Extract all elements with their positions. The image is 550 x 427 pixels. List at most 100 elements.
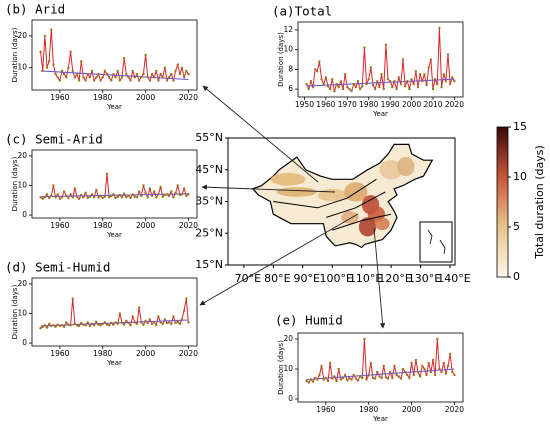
data-point	[73, 76, 77, 79]
data-point	[50, 324, 53, 328]
data-point	[313, 68, 317, 71]
data-point	[170, 190, 173, 193]
line-chart: (e) Humid Year Duration (days) 1960 1980 2000…	[275, 313, 464, 424]
data-point	[322, 378, 325, 381]
data-point	[152, 321, 156, 324]
data-point	[135, 322, 139, 326]
data-point	[140, 76, 143, 79]
data-point	[45, 66, 49, 69]
data-point	[71, 196, 74, 199]
data-point	[165, 193, 169, 196]
data-point	[65, 194, 68, 198]
data-point	[446, 364, 450, 368]
data-point	[103, 321, 107, 324]
data-point	[393, 364, 396, 368]
y-tick-label: 0	[22, 338, 27, 347]
data-point	[337, 85, 340, 89]
x-tick-label: 2020	[445, 100, 464, 109]
data-point	[311, 85, 315, 89]
trend-line	[40, 319, 189, 327]
data-point	[95, 320, 98, 323]
y-tick-label: 55°N	[195, 131, 223, 144]
data-point	[67, 196, 70, 200]
data-point	[56, 323, 59, 326]
data-point	[54, 72, 57, 76]
data-point	[131, 315, 134, 318]
data-point	[382, 364, 385, 368]
x-tick-label: 1960	[316, 100, 335, 109]
plot-area	[297, 21, 464, 98]
data-point	[56, 193, 59, 196]
data-point	[170, 72, 173, 76]
data-point	[142, 323, 145, 326]
data-point	[122, 192, 126, 195]
data-point	[378, 85, 381, 89]
data-point	[62, 325, 66, 328]
data-point	[429, 58, 433, 61]
data-point	[52, 184, 55, 187]
data-point	[163, 193, 167, 197]
data-point	[361, 376, 364, 380]
data-point	[388, 80, 392, 83]
y-tick-label: 20	[283, 334, 293, 343]
data-point	[92, 79, 96, 82]
data-point	[69, 50, 72, 54]
data-point	[448, 352, 452, 356]
data-point	[95, 188, 98, 192]
data-point	[86, 321, 89, 324]
data-point	[47, 60, 51, 63]
data-point	[358, 375, 362, 378]
duration-patch	[358, 217, 377, 237]
data-point	[131, 193, 134, 196]
y-tick-label: 10	[17, 308, 27, 317]
data-point	[350, 89, 353, 93]
data-point	[150, 194, 154, 198]
data-point	[376, 80, 379, 83]
inset-box	[419, 221, 453, 263]
duration-patch	[379, 160, 403, 180]
data-point	[408, 376, 411, 380]
data-point	[403, 370, 407, 374]
data-point	[159, 185, 162, 189]
region-boundary	[326, 191, 386, 218]
data-point	[397, 375, 400, 378]
data-point	[386, 78, 390, 81]
data-point	[52, 324, 55, 327]
data-point	[69, 193, 72, 196]
data-point	[75, 72, 79, 76]
data-point	[316, 70, 319, 73]
x-tick-label: 110°E	[349, 272, 382, 285]
data-point	[67, 323, 70, 326]
data-point	[41, 69, 44, 73]
y-tick-label: 6	[288, 84, 293, 93]
data-point	[133, 76, 137, 79]
data-point	[386, 377, 390, 380]
data-point	[120, 76, 124, 79]
x-axis-label: Year	[372, 110, 388, 118]
data-point	[110, 321, 113, 325]
data-point	[328, 87, 332, 91]
data-point	[125, 72, 128, 76]
data-point	[346, 85, 349, 89]
data-point	[451, 370, 454, 374]
data-point	[324, 76, 328, 79]
data-point	[45, 326, 49, 329]
data-point	[425, 83, 428, 87]
data-point	[371, 83, 375, 87]
y-tick-label: 10	[283, 364, 293, 373]
data-point	[391, 85, 394, 89]
data-point	[348, 87, 351, 91]
y-tick-label: 20	[17, 279, 27, 288]
data-point	[429, 370, 433, 374]
data-point	[339, 378, 343, 381]
colorbar-tick-label: 10	[513, 170, 527, 183]
data-point	[178, 322, 182, 326]
data-point	[135, 196, 139, 199]
data-point	[185, 69, 188, 73]
data-point	[54, 196, 57, 199]
colorbar-tick-label: 5	[513, 220, 520, 233]
data-point	[320, 364, 323, 368]
data-point	[82, 76, 85, 79]
